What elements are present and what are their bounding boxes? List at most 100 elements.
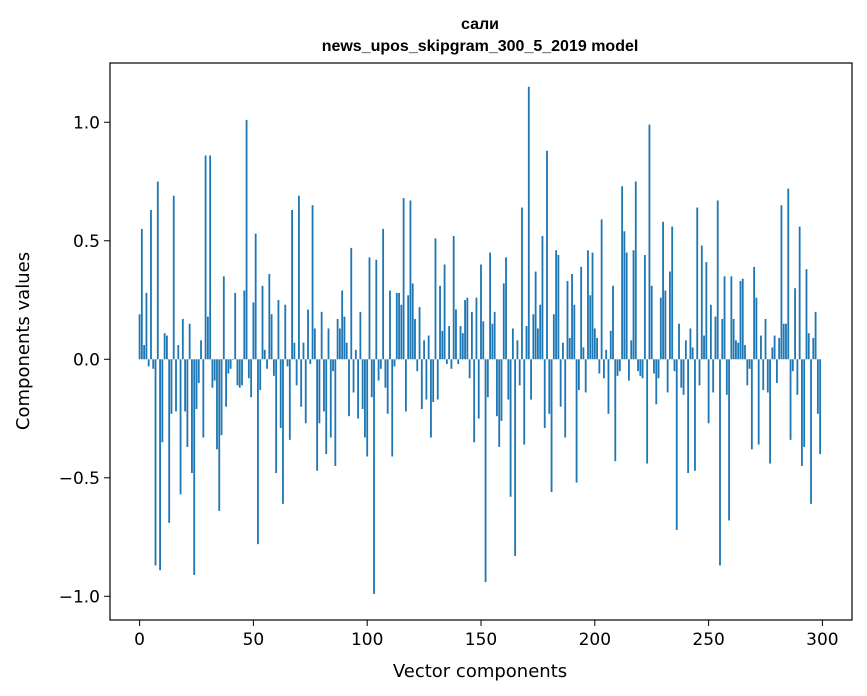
bar-220 bbox=[639, 359, 642, 376]
bar-173 bbox=[532, 314, 535, 360]
bar-87 bbox=[336, 318, 339, 360]
bar-102 bbox=[370, 359, 373, 398]
bar-38 bbox=[225, 359, 227, 407]
bar-253 bbox=[714, 316, 717, 360]
bar-142 bbox=[461, 333, 464, 360]
y-tick-label: −0.5 bbox=[59, 469, 100, 489]
bar-51 bbox=[254, 233, 257, 360]
bar-116 bbox=[402, 198, 405, 360]
bar-243 bbox=[691, 347, 694, 360]
bar-203 bbox=[600, 219, 603, 360]
bar-95 bbox=[354, 349, 357, 360]
bar-287 bbox=[791, 359, 794, 372]
bar-269 bbox=[750, 359, 753, 450]
bar-280 bbox=[775, 359, 778, 383]
bar-107 bbox=[382, 228, 385, 360]
bar-239 bbox=[682, 359, 685, 395]
bar-251 bbox=[709, 304, 712, 360]
bar-263 bbox=[737, 342, 740, 360]
bar-114 bbox=[398, 292, 400, 360]
bar-60 bbox=[275, 359, 278, 474]
bar-82 bbox=[325, 359, 328, 455]
bar-217 bbox=[632, 250, 635, 360]
bar-262 bbox=[735, 340, 737, 360]
bar-35 bbox=[218, 359, 221, 511]
bar-135 bbox=[445, 359, 448, 365]
bar-290 bbox=[798, 226, 801, 360]
bar-297 bbox=[814, 311, 817, 360]
bar-188 bbox=[566, 281, 569, 360]
bar-212 bbox=[621, 186, 624, 360]
bar-272 bbox=[757, 359, 760, 445]
bar-32 bbox=[211, 359, 214, 388]
bar-81 bbox=[323, 359, 325, 412]
bar-230 bbox=[662, 221, 664, 360]
bar-289 bbox=[796, 359, 799, 395]
bar-15 bbox=[172, 195, 175, 360]
bar-140 bbox=[457, 359, 460, 365]
bar-75 bbox=[309, 359, 312, 365]
bar-11 bbox=[163, 333, 166, 360]
bar-246 bbox=[698, 359, 701, 386]
bar-61 bbox=[277, 300, 280, 360]
bar-190 bbox=[571, 273, 573, 360]
x-tick-label: 50 bbox=[243, 630, 265, 650]
bar-288 bbox=[794, 288, 797, 360]
bar-137 bbox=[450, 359, 453, 369]
bar-44 bbox=[238, 359, 241, 388]
bar-124 bbox=[420, 359, 423, 410]
bar-171 bbox=[527, 86, 530, 360]
bar-70 bbox=[298, 195, 300, 360]
bar-25 bbox=[195, 359, 198, 410]
bar-234 bbox=[671, 226, 674, 360]
bar-103 bbox=[373, 359, 375, 594]
bar-85 bbox=[332, 359, 334, 372]
bar-233 bbox=[669, 271, 671, 360]
bar-113 bbox=[395, 292, 398, 360]
bar-55 bbox=[263, 349, 266, 360]
bar-76 bbox=[311, 205, 314, 360]
bar-13 bbox=[168, 359, 171, 523]
bar-295 bbox=[810, 359, 812, 504]
bar-123 bbox=[418, 307, 421, 360]
bar-148 bbox=[475, 297, 478, 360]
bar-237 bbox=[678, 323, 680, 360]
bar-96 bbox=[357, 359, 359, 419]
x-tick-label: 150 bbox=[465, 630, 497, 650]
bar-274 bbox=[762, 359, 765, 391]
bar-97 bbox=[359, 311, 362, 360]
y-axis: −1.0 −0.5 0.0 0.5 1.0 bbox=[59, 113, 110, 607]
bar-245 bbox=[696, 207, 699, 360]
bar-181 bbox=[550, 359, 553, 493]
bar-199 bbox=[591, 252, 594, 360]
bar-255 bbox=[719, 359, 721, 566]
bar-151 bbox=[482, 321, 485, 360]
bar-229 bbox=[659, 297, 662, 360]
bar-42 bbox=[234, 292, 237, 360]
bar-164 bbox=[511, 328, 514, 360]
bar-179 bbox=[546, 150, 548, 360]
bar-63 bbox=[282, 359, 284, 504]
bar-166 bbox=[516, 340, 519, 360]
bar-115 bbox=[400, 304, 403, 360]
bar-178 bbox=[543, 359, 546, 429]
bar-39 bbox=[227, 359, 230, 374]
bar-271 bbox=[755, 297, 758, 360]
bar-27 bbox=[200, 340, 202, 360]
bar-23 bbox=[191, 359, 193, 474]
bar-211 bbox=[618, 359, 621, 372]
bar-185 bbox=[559, 359, 562, 407]
bar-231 bbox=[664, 290, 667, 360]
bar-73 bbox=[304, 359, 307, 424]
bar-34 bbox=[216, 359, 218, 450]
y-tick-label: 0.5 bbox=[73, 232, 100, 252]
bar-226 bbox=[653, 359, 655, 374]
bar-267 bbox=[746, 359, 749, 386]
bar-117 bbox=[404, 359, 407, 412]
bar-205 bbox=[605, 349, 608, 360]
bar-213 bbox=[623, 231, 626, 360]
bar-160 bbox=[502, 283, 505, 360]
bar-144 bbox=[466, 297, 469, 360]
bar-1 bbox=[140, 228, 143, 360]
bar-191 bbox=[573, 304, 576, 360]
